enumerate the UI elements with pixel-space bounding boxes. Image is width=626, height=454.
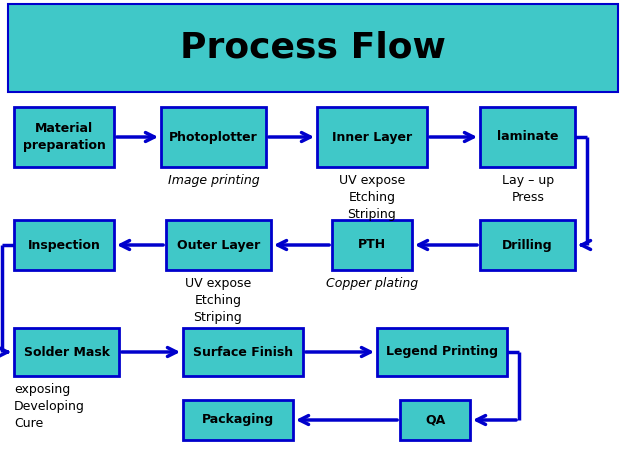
Text: Copper plating: Copper plating [326, 277, 418, 290]
Text: PTH: PTH [358, 238, 386, 252]
FancyBboxPatch shape [317, 107, 427, 167]
Text: Legend Printing: Legend Printing [386, 345, 498, 359]
Text: Drilling: Drilling [502, 238, 553, 252]
Text: Inspection: Inspection [28, 238, 100, 252]
Text: exposing
Developing
Cure: exposing Developing Cure [14, 383, 85, 430]
Text: Outer Layer: Outer Layer [177, 238, 260, 252]
Text: Solder Mask: Solder Mask [24, 345, 110, 359]
FancyBboxPatch shape [480, 107, 575, 167]
FancyBboxPatch shape [480, 220, 575, 270]
Text: Inner Layer: Inner Layer [332, 130, 412, 143]
FancyBboxPatch shape [14, 328, 119, 376]
Text: UV expose
Etching
Striping: UV expose Etching Striping [339, 174, 405, 221]
Text: QA: QA [425, 414, 445, 426]
Text: Photoplotter: Photoplotter [169, 130, 258, 143]
FancyBboxPatch shape [183, 400, 293, 440]
FancyBboxPatch shape [14, 107, 114, 167]
Text: Image printing: Image printing [168, 174, 260, 187]
Text: UV expose
Etching
Striping: UV expose Etching Striping [185, 277, 251, 324]
FancyBboxPatch shape [166, 220, 271, 270]
FancyBboxPatch shape [377, 328, 507, 376]
Text: Packaging: Packaging [202, 414, 274, 426]
FancyBboxPatch shape [183, 328, 303, 376]
Text: Process Flow: Process Flow [180, 31, 446, 65]
FancyBboxPatch shape [161, 107, 266, 167]
FancyBboxPatch shape [8, 4, 618, 92]
Text: Surface Finish: Surface Finish [193, 345, 293, 359]
Text: Material
preparation: Material preparation [23, 123, 105, 152]
FancyBboxPatch shape [14, 220, 114, 270]
FancyBboxPatch shape [332, 220, 412, 270]
FancyBboxPatch shape [400, 400, 470, 440]
Text: laminate: laminate [497, 130, 558, 143]
Text: Lay – up
Press: Lay – up Press [502, 174, 554, 204]
